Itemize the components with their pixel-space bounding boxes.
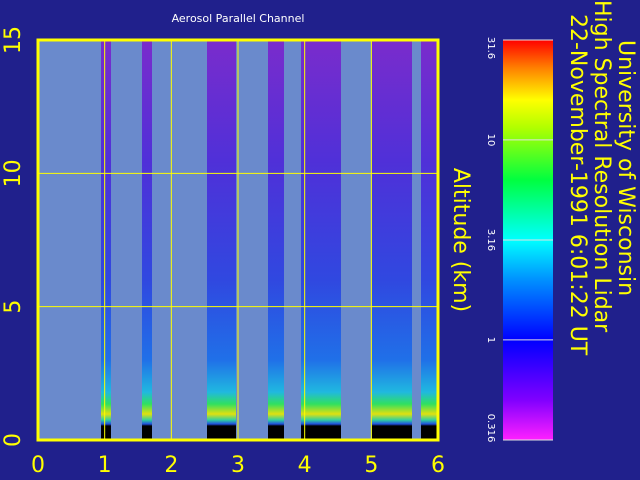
lidar-data xyxy=(101,40,438,440)
colorbar-tick-label: 1 xyxy=(485,337,496,343)
colorbar-tick-label: 0.316 xyxy=(485,414,496,443)
x-tick-label: 6 xyxy=(431,453,445,478)
y-tick-label: 15 xyxy=(1,26,26,54)
x-tick-label: 3 xyxy=(231,453,245,478)
x-tick-label: 4 xyxy=(298,453,312,478)
y-tick-label: 5 xyxy=(1,300,26,314)
colorbar-tick-label: 31.6 xyxy=(485,37,496,59)
colorbar-tick-label: 10 xyxy=(485,134,496,147)
y-tick-label: 10 xyxy=(1,159,26,187)
y-axis-label: Altitude (km) xyxy=(448,168,473,312)
colorbar-tick-label: 3.16 xyxy=(485,229,496,251)
x-tick-label: 0 xyxy=(31,453,45,478)
y-tick-label: 0 xyxy=(1,433,26,447)
annotation: 22-November-1991 6:01:22 UT xyxy=(565,14,590,356)
plot-border xyxy=(36,38,440,442)
chart-title: Aerosol Parallel Channel xyxy=(172,12,305,25)
annotation: High Spectral Resolution Lidar xyxy=(589,0,614,333)
x-tick-label: 5 xyxy=(364,453,378,478)
x-tick-label: 1 xyxy=(98,453,112,478)
x-tick-label: 2 xyxy=(164,453,178,478)
annotation: University of Wisconsin xyxy=(613,40,638,296)
